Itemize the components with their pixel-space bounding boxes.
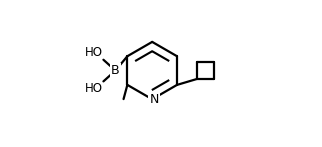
Text: N: N [149,93,159,106]
Text: HO: HO [85,46,103,59]
Text: HO: HO [85,82,103,95]
Text: B: B [111,64,120,77]
